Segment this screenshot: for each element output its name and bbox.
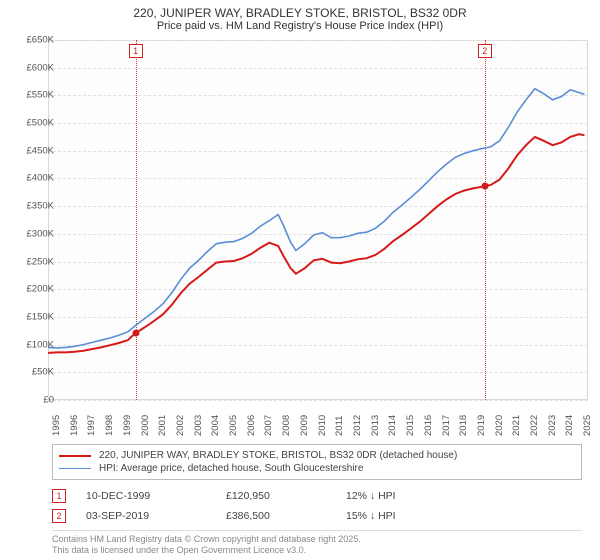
x-axis-label: 2024 — [564, 415, 575, 436]
legend-swatch-property — [59, 455, 91, 457]
x-axis-label: 2020 — [494, 415, 505, 436]
x-axis-label: 1996 — [69, 415, 80, 436]
x-axis-labels: 1995 1996 1997 1998 1999 2000 2001 2002 2003 2004… — [48, 402, 588, 442]
sale-dot — [132, 330, 139, 337]
x-axis-label: 2022 — [529, 415, 540, 436]
line-series-svg — [48, 40, 588, 400]
footer: Contains HM Land Registry data © Crown c… — [52, 530, 582, 557]
legend-label-hpi: HPI: Average price, detached house, Sout… — [99, 463, 363, 474]
x-axis-label: 1995 — [51, 415, 62, 436]
x-axis-label: 2004 — [210, 415, 221, 436]
chart-title: 220, JUNIPER WAY, BRADLEY STOKE, BRISTOL… — [0, 0, 600, 20]
table-row: 1 10-DEC-1999 £120,950 12% ↓ HPI — [52, 486, 582, 506]
y-axis-label: £50K — [10, 367, 54, 378]
x-axis-label: 2007 — [263, 415, 274, 436]
footer-line-1: Contains HM Land Registry data © Crown c… — [52, 534, 582, 545]
series-property — [48, 134, 585, 353]
sale-date-1: 10-DEC-1999 — [86, 490, 226, 502]
sale-marker-2: 2 — [52, 509, 66, 523]
x-axis-label: 2017 — [441, 415, 452, 436]
y-axis-label: £300K — [10, 228, 54, 239]
y-axis-label: £200K — [10, 284, 54, 295]
chart-container: 220, JUNIPER WAY, BRADLEY STOKE, BRISTOL… — [0, 0, 600, 560]
sale-price-2: £386,500 — [226, 510, 346, 522]
x-axis-label: 2002 — [175, 415, 186, 436]
x-axis-label: 2012 — [352, 415, 363, 436]
x-axis-label: 1998 — [104, 415, 115, 436]
sale-marker-1: 1 — [52, 489, 66, 503]
table-row: 2 03-SEP-2019 £386,500 15% ↓ HPI — [52, 506, 582, 526]
footer-line-2: This data is licensed under the Open Gov… — [52, 545, 582, 556]
x-axis-label: 2018 — [458, 415, 469, 436]
x-axis-label: 2015 — [405, 415, 416, 436]
x-axis-label: 2016 — [423, 415, 434, 436]
y-axis-label: £500K — [10, 118, 54, 129]
x-axis-label: 2014 — [387, 415, 398, 436]
legend-label-property: 220, JUNIPER WAY, BRADLEY STOKE, BRISTOL… — [99, 450, 457, 461]
sale-marker-box: 2 — [478, 44, 492, 58]
sales-table: 1 10-DEC-1999 £120,950 12% ↓ HPI 2 03-SE… — [52, 486, 582, 526]
x-axis-label: 2001 — [157, 415, 168, 436]
y-axis-label: £550K — [10, 90, 54, 101]
sale-date-2: 03-SEP-2019 — [86, 510, 226, 522]
x-axis-label: 2006 — [246, 415, 257, 436]
y-axis-label: £450K — [10, 145, 54, 156]
x-axis-label: 2025 — [582, 415, 593, 436]
x-axis-label: 2008 — [281, 415, 292, 436]
x-axis-label: 1997 — [86, 415, 97, 436]
y-axis-label: £100K — [10, 339, 54, 350]
x-axis-label: 2021 — [511, 415, 522, 436]
x-axis-label: 2009 — [299, 415, 310, 436]
x-axis-label: 2023 — [547, 415, 558, 436]
x-axis-label: 1999 — [122, 415, 133, 436]
y-axis-label: £650K — [10, 35, 54, 46]
sale-rel-2: 15% ↓ HPI — [346, 510, 446, 522]
x-axis-label: 2003 — [193, 415, 204, 436]
legend: 220, JUNIPER WAY, BRADLEY STOKE, BRISTOL… — [52, 444, 582, 480]
y-axis-label: £400K — [10, 173, 54, 184]
gridline — [48, 400, 588, 401]
x-axis-label: 2011 — [334, 416, 345, 436]
x-axis-label: 2019 — [476, 415, 487, 436]
sale-marker-box: 1 — [129, 44, 143, 58]
x-axis-label: 2010 — [317, 415, 328, 436]
y-axis-label: £150K — [10, 311, 54, 322]
plot-area: 12 — [48, 40, 588, 400]
y-axis-label: £250K — [10, 256, 54, 267]
series-hpi — [48, 89, 585, 348]
legend-row-property: 220, JUNIPER WAY, BRADLEY STOKE, BRISTOL… — [59, 449, 575, 462]
x-axis-label: 2000 — [140, 415, 151, 436]
sale-price-1: £120,950 — [226, 490, 346, 502]
legend-row-hpi: HPI: Average price, detached house, Sout… — [59, 462, 575, 475]
y-axis-label: £600K — [10, 62, 54, 73]
x-axis-label: 2005 — [228, 415, 239, 436]
x-axis-label: 2013 — [370, 415, 381, 436]
legend-swatch-hpi — [59, 468, 91, 469]
chart-subtitle: Price paid vs. HM Land Registry's House … — [0, 20, 600, 36]
sale-rel-1: 12% ↓ HPI — [346, 490, 446, 502]
sale-dot — [481, 182, 488, 189]
y-axis-label: £350K — [10, 201, 54, 212]
